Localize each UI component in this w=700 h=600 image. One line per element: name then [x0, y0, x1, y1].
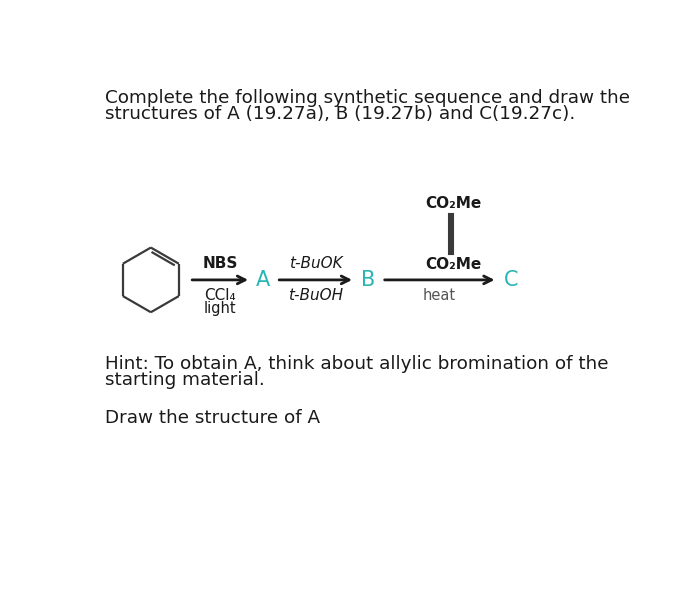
Text: t-BuOH: t-BuOH — [288, 287, 343, 302]
Text: CO₂Me: CO₂Me — [426, 196, 482, 211]
Text: starting material.: starting material. — [104, 371, 265, 389]
Text: A: A — [256, 270, 270, 290]
Text: CO₂Me: CO₂Me — [426, 257, 482, 272]
Text: t-BuOK: t-BuOK — [289, 256, 342, 271]
Text: NBS: NBS — [202, 256, 238, 271]
Text: Hint: To obtain A, think about allylic bromination of the: Hint: To obtain A, think about allylic b… — [104, 355, 608, 373]
Text: C: C — [504, 270, 519, 290]
Text: light: light — [204, 301, 237, 316]
Text: structures of A (19.27a), B (19.27b) and C(19.27c).: structures of A (19.27a), B (19.27b) and… — [104, 105, 575, 123]
Text: heat: heat — [423, 287, 456, 302]
Text: CCl₄: CCl₄ — [204, 287, 236, 302]
Text: Draw the structure of A: Draw the structure of A — [104, 409, 320, 427]
Text: Complete the following synthetic sequence and draw the: Complete the following synthetic sequenc… — [104, 89, 630, 107]
Text: B: B — [361, 270, 375, 290]
